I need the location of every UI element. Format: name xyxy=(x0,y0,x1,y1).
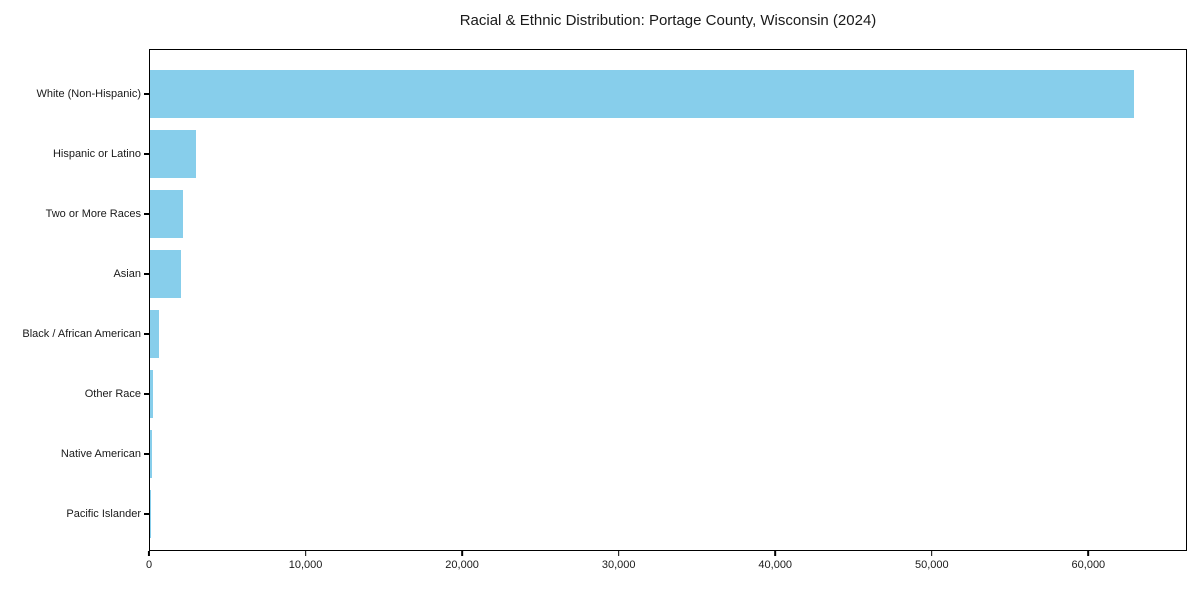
x-tick: 20,000 xyxy=(445,551,479,571)
x-tick-mark xyxy=(461,551,463,556)
y-axis-labels: White (Non-Hispanic) Hispanic or Latino … xyxy=(0,49,149,551)
bar-native-american xyxy=(150,430,152,478)
y-axis-row: Two or More Races xyxy=(0,184,149,244)
x-tick-mark xyxy=(1087,551,1090,556)
y-axis-row: Other Race xyxy=(0,364,149,424)
y-axis-row: Asian xyxy=(0,244,149,304)
plot-area xyxy=(149,49,1187,551)
x-tick-mark xyxy=(617,551,620,556)
x-tick: 0 xyxy=(146,551,152,571)
bar-row xyxy=(150,304,1186,364)
y-tick-mark xyxy=(144,453,149,455)
x-tick: 50,000 xyxy=(915,551,949,571)
x-tick-label: 20,000 xyxy=(445,559,479,571)
x-tick: 40,000 xyxy=(758,551,792,571)
y-tick-mark xyxy=(144,93,149,95)
y-tick-label: Hispanic or Latino xyxy=(52,148,141,160)
x-tick-label: 40,000 xyxy=(758,559,793,571)
y-tick-label: Other Race xyxy=(84,388,141,400)
x-tick-label: 50,000 xyxy=(914,559,949,571)
y-tick-mark xyxy=(144,213,149,215)
x-axis: 0 10,000 20,000 30,000 40,000 50,000 60,… xyxy=(146,551,1187,587)
x-tick-label: 30,000 xyxy=(601,559,636,571)
y-axis-row: Native American xyxy=(0,424,149,484)
x-tick-mark xyxy=(931,551,933,556)
x-tick-mark xyxy=(304,551,307,556)
y-tick-label: Asian xyxy=(113,268,141,280)
x-tick-mark xyxy=(148,551,150,556)
bar-asian xyxy=(150,250,182,298)
y-tick-mark xyxy=(144,513,149,515)
bar-row xyxy=(150,364,1186,424)
y-tick-label: Native American xyxy=(60,448,141,460)
y-tick-label: Black / African American xyxy=(22,328,141,340)
bar-black-african-american xyxy=(150,310,160,358)
y-tick-label: Pacific Islander xyxy=(66,508,141,520)
y-tick-label: Two or More Races xyxy=(45,208,141,220)
bar-row xyxy=(150,244,1186,304)
x-tick: 30,000 xyxy=(602,551,636,571)
bar-row xyxy=(150,184,1186,244)
x-tick-mark xyxy=(774,551,776,556)
x-tick-label: 60,000 xyxy=(1071,559,1106,571)
y-tick-mark xyxy=(144,393,149,395)
y-tick-mark xyxy=(144,153,149,155)
chart-title: Racial & Ethnic Distribution: Portage Co… xyxy=(459,12,877,29)
bar-row xyxy=(150,424,1186,484)
bar-row xyxy=(150,64,1186,124)
y-tick-label: White (Non-Hispanic) xyxy=(36,88,141,100)
y-axis-row: Pacific Islander xyxy=(0,484,149,544)
x-tick: 10,000 xyxy=(288,551,323,571)
bar-row xyxy=(150,124,1186,184)
y-tick-mark xyxy=(144,273,149,275)
x-tick-label: 10,000 xyxy=(288,559,323,571)
bar-row xyxy=(150,484,1186,544)
y-axis-row: Black / African American xyxy=(0,304,149,364)
y-tick-mark xyxy=(144,333,149,335)
y-axis-row: White (Non-Hispanic) xyxy=(0,64,149,124)
x-tick-label: 0 xyxy=(145,559,153,571)
bar-other-race xyxy=(150,370,154,418)
bar-hispanic-or-latino xyxy=(150,130,197,178)
bar-white-non-hispanic xyxy=(150,70,1135,118)
x-tick: 60,000 xyxy=(1071,551,1106,571)
y-axis-row: Hispanic or Latino xyxy=(0,124,149,184)
bar-two-or-more-races xyxy=(150,190,183,238)
